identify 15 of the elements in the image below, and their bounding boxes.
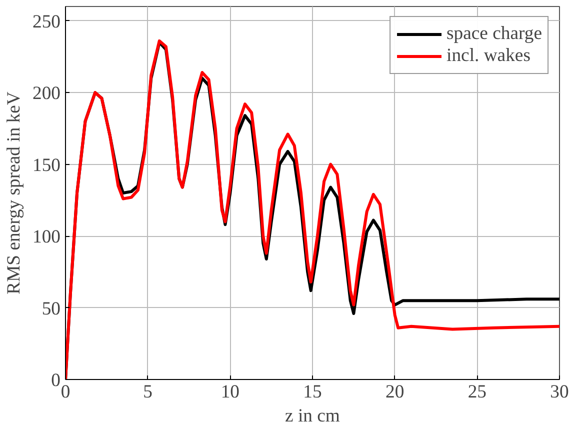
x-tick-label: 30 (550, 382, 569, 402)
x-tick-label: 15 (303, 382, 322, 402)
y-tick-label: 100 (32, 226, 60, 248)
x-tick-label: 5 (143, 382, 152, 402)
y-tick-label: 200 (32, 83, 60, 104)
y-axis-title: RMS energy spread in keV (4, 91, 25, 294)
y-tick-label: 50 (42, 298, 60, 320)
x-tick-label: 10 (220, 382, 240, 402)
x-axis-title: z in cm (285, 406, 340, 426)
x-tick-label: 25 (468, 382, 486, 402)
y-tick-label: 150 (32, 154, 60, 176)
y-tick-label: 250 (32, 11, 60, 32)
legend-label: space charge (446, 23, 542, 45)
x-tick-label: 20 (386, 382, 404, 402)
legend-label: incl. wakes (446, 45, 530, 67)
